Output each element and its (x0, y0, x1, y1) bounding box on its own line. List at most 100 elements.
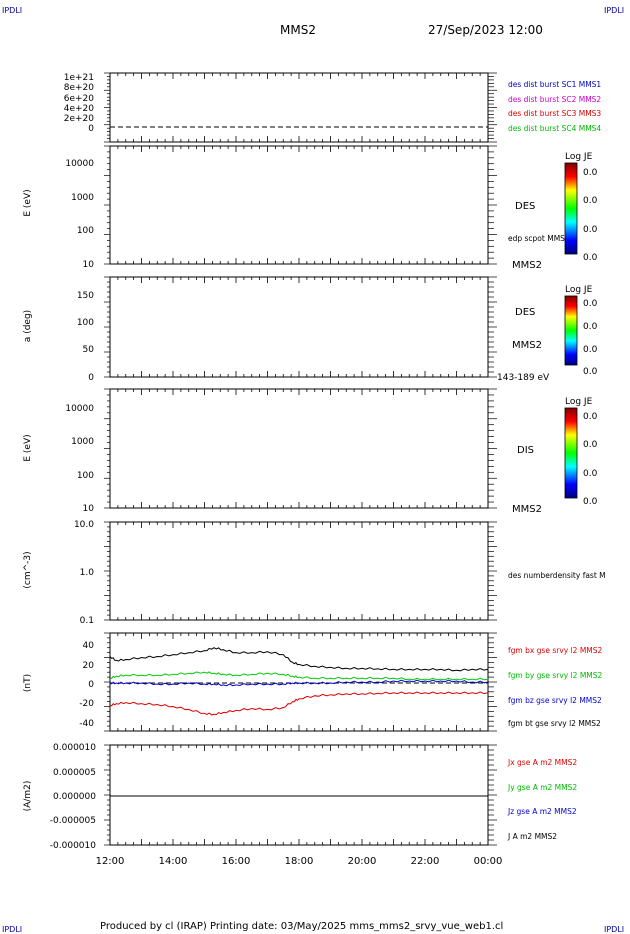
p4-tick: 1000 (71, 437, 94, 447)
p5-tick: 10.0 (74, 520, 94, 530)
p4-tick: 10 (83, 504, 95, 514)
p4-cbar-tick: 0.0 (583, 412, 598, 422)
p7-tick: 0.000000 (53, 792, 96, 802)
panel-frame-2 (109, 145, 489, 265)
p6-legend-bx: fgm bx gse srvy l2 MMS2 (508, 646, 603, 655)
p1-tick: 0 (88, 124, 94, 134)
datetime-title: 27/Sep/2023 12:00 (428, 23, 543, 37)
p2-tick: 100 (77, 226, 94, 236)
p6-tick: -40 (79, 719, 94, 729)
p6-tick: 40 (83, 641, 95, 651)
p1-legend-mms4: des dist burst SC4 MMS4 (508, 124, 601, 133)
p6-tick: 0 (88, 680, 94, 690)
p7-tick: 0.000005 (53, 768, 96, 778)
p2-ylabel: E (eV) (23, 189, 33, 216)
bt-trace (109, 647, 489, 672)
p1-tick: 2e+20 (64, 114, 95, 124)
p1-tick: 4e+20 (64, 104, 95, 114)
p1-tick: 8e+20 (64, 83, 95, 93)
p1-legend-mms1: des dist burst SC1 MMS1 (508, 80, 601, 89)
p7-tick: 0.000010 (53, 743, 96, 753)
p3-tick: 50 (83, 345, 95, 355)
panel-magnetic-field: (nT) 40 20 0 -20 -40 fgm bx gse srvy l2 … (23, 641, 603, 729)
footer-text: Produced by cl (IRAP) Printing date: 03/… (100, 921, 503, 932)
by-trace (109, 671, 489, 681)
corner-mark-top-right: IPDLI (604, 6, 624, 15)
p3-tick: 100 (77, 318, 94, 328)
p7-legend-jy: Jy gse A m2 MMS2 (507, 783, 577, 792)
time-tick-label: 20:00 (348, 856, 377, 867)
spacecraft-title: MMS2 (280, 23, 316, 37)
p4-tick: 10000 (65, 404, 94, 414)
p4-cbar-tick: 0.0 (583, 469, 598, 479)
p4-label-mms2: MMS2 (512, 504, 542, 515)
panel-density: (cm^-3) 10.0 1.0 0.1 des numberdensity f… (23, 520, 606, 626)
panel-frame-3 (109, 276, 489, 378)
p3-cbar-tick: 0.0 (583, 322, 598, 332)
p3-tick: 150 (77, 291, 94, 301)
panel-frame-1 (109, 72, 489, 143)
p1-legend-mms2: des dist burst SC2 MMS2 (508, 95, 601, 104)
p7-tick: -0.000005 (50, 816, 96, 826)
time-tick-label: 16:00 (222, 856, 251, 867)
p4-cbar-tick: 0.0 (583, 440, 598, 450)
p2-tick: 1000 (71, 193, 94, 203)
p3-cbar-tick: 0.0 (583, 367, 598, 377)
corner-mark-top-left: IPDLI (2, 6, 22, 15)
p4-cbar-tick: 0.0 (583, 497, 598, 507)
p7-tick: -0.000010 (50, 841, 96, 851)
p2-label-des: DES (515, 201, 535, 212)
p3-colorbar-title: Log JE (565, 285, 593, 295)
time-tick-label: 00:00 (474, 856, 503, 867)
p5-tick: 0.1 (80, 616, 94, 626)
p3-label-des: DES (515, 307, 535, 318)
p4-ylabel: E (eV) (23, 434, 33, 461)
time-tick-label: 12:00 (96, 856, 125, 867)
p4-tick: 100 (77, 471, 94, 481)
p7-legend-jz: Jz gse A m2 MMS2 (507, 807, 577, 816)
p5-tick: 1.0 (80, 568, 95, 578)
p5-ylabel: (cm^-3) (23, 551, 33, 588)
p1-tick: 6e+20 (64, 94, 95, 104)
panel-frame-5 (109, 521, 489, 621)
panel-frame-7 (109, 744, 489, 846)
time-axis: 12:00 14:00 16:00 18:00 20:00 22:00 00:00 (96, 856, 503, 867)
p4-colorbar-title: Log JE (565, 397, 593, 407)
p6-tick: -20 (79, 699, 94, 709)
panel-burst: 1e+21 8e+20 6e+20 4e+20 2e+20 0 des dist… (64, 73, 602, 134)
p3-label-energy: 143-189 eV (497, 373, 550, 383)
p1-tick: 1e+21 (64, 73, 94, 83)
p2-cbar-tick: 0.0 (583, 196, 598, 206)
p2-label-scpot: edp scpot MMS2 (508, 234, 570, 243)
bz-trace (109, 679, 489, 687)
p3-tick: 0 (88, 373, 94, 383)
corner-mark-bottom-right: IPDLI (604, 925, 624, 934)
p3-cbar-tick: 0.0 (583, 345, 598, 355)
p7-ylabel: (A/m2) (23, 781, 33, 812)
panel-frame-6 (109, 632, 489, 732)
p2-cbar-tick: 0.0 (583, 253, 598, 263)
p2-cbar-tick: 0.0 (583, 168, 598, 178)
time-tick-label: 22:00 (411, 856, 440, 867)
p2-tick: 10000 (65, 159, 94, 169)
p2-tick: 10 (83, 260, 95, 270)
p6-legend-by: fgm by gse srvy l2 MMS2 (508, 671, 603, 680)
p3-label-mms2: MMS2 (512, 340, 542, 351)
p7-legend-j: J A m2 MMS2 (507, 832, 557, 841)
p6-legend-bt: fgm bt gse srvy l2 MMS2 (508, 719, 601, 728)
p6-ylabel: (nT) (23, 674, 33, 692)
panel-dis-energy: E (eV) 10000 1000 100 10 DIS MMS2 Log JE… (23, 397, 598, 515)
p2-cbar-tick: 0.0 (583, 225, 598, 235)
p7-legend-jx: Jx gse A m2 MMS2 (507, 758, 577, 767)
panel-des-pitch: a (deg) 150 100 50 0 DES MMS2 143-189 eV… (23, 285, 598, 383)
panel-des-energy: E (eV) 10000 1000 100 10 DES edp scpot M… (23, 152, 598, 271)
p1-legend-mms3: des dist burst SC3 MMS3 (508, 109, 601, 118)
p6-legend-bz: fgm bz gse srvy l2 MMS2 (508, 696, 602, 705)
p3-cbar-tick: 0.0 (583, 299, 598, 309)
panel-frame-4 (109, 388, 489, 509)
p2-label-mms2: MMS2 (512, 260, 542, 271)
bx-trace (109, 691, 489, 716)
p6-tick: 20 (83, 661, 95, 671)
time-tick-label: 18:00 (285, 856, 314, 867)
